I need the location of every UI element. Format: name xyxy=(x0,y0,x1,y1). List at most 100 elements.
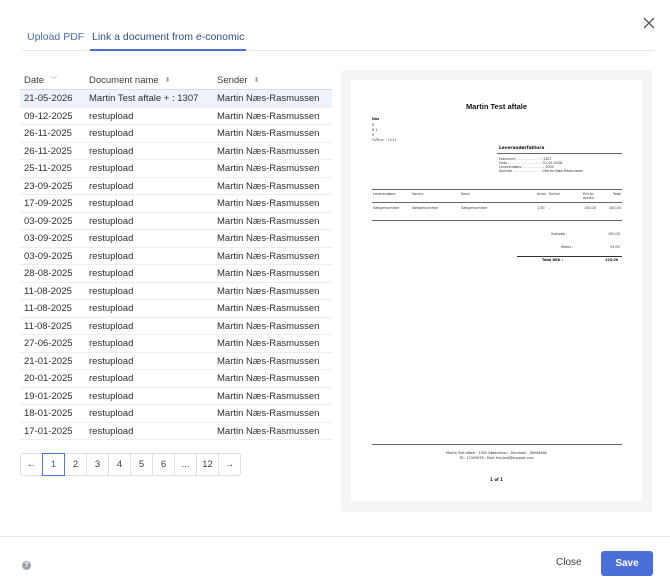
row-document-name: restupload xyxy=(89,390,134,402)
save-button[interactable]: Save xyxy=(601,551,653,576)
column-header-sender[interactable]: Sender ⬍ xyxy=(217,75,260,86)
preview-footer-line: Tlf.: 12345678 - Mail: fea.test@support.… xyxy=(459,456,534,460)
preview-line-header: Pris pr. enhed xyxy=(583,192,595,200)
row-date: 18-01-2025 xyxy=(24,408,73,419)
table-row[interactable]: 03-09-2025 restupload Martin Næs-Rasmussen xyxy=(20,213,332,230)
row-document-name: restupload xyxy=(89,408,134,419)
preview-page-indicator: 1 of 1 xyxy=(490,477,503,482)
page-button-1[interactable]: 1 xyxy=(42,453,65,476)
table-row[interactable]: 23-09-2025 restupload Martin Næs-Rasmussen xyxy=(20,178,332,195)
tab-bar: Upload PDF Link a document from e-conomi… xyxy=(22,26,654,51)
row-sender: Martin Næs-Rasmussen xyxy=(217,425,320,437)
row-sender: Martin Næs-Rasmussen xyxy=(217,198,320,209)
pagination: ← 1 2 3 4 5 6 ... 12 → xyxy=(20,453,241,476)
preview-address-line: Nos xyxy=(372,117,380,121)
row-date: 11-08-2025 xyxy=(24,285,72,297)
document-preview-panel: Martin Test aftale Nos X 6 1 0 CVR-nr. :… xyxy=(341,70,652,512)
page-button-5[interactable]: 5 xyxy=(130,453,153,476)
page-button-6[interactable]: 6 xyxy=(152,453,175,476)
sort-icon: ⬍ xyxy=(253,77,260,84)
table-row[interactable]: 17-09-2025 restupload Martin Næs-Rasmussen xyxy=(20,195,332,213)
table-row[interactable]: 11-08-2025 restupload Martin Næs-Rasmussen xyxy=(20,300,332,318)
help-icon[interactable]: ? xyxy=(22,561,31,570)
dialog-footer: ? Close Save xyxy=(0,536,670,588)
row-sender: Martin Næs-Rasmussen xyxy=(217,338,320,349)
row-date: 23-09-2025 xyxy=(24,180,73,192)
row-sender: Martin Næs-Rasmussen xyxy=(217,110,320,122)
table-row[interactable]: 09-12-2025 restupload Martin Næs-Rasmussen xyxy=(20,108,332,125)
table-row[interactable]: 03-09-2025 restupload Martin Næs-Rasmussen xyxy=(20,230,332,248)
preview-line-cell: - xyxy=(549,206,551,210)
prev-page-button[interactable]: ← xyxy=(20,453,43,476)
preview-divider xyxy=(372,220,622,221)
document-table: Date ﹀ Document name ⬍ Sender ⬍ 21-05-2026 M… xyxy=(20,72,332,440)
preview-address-line: CVR-nr. : 1111 xyxy=(372,138,397,142)
row-sender: Martin Næs-Rasmussen xyxy=(217,390,320,402)
row-document-name: restupload xyxy=(89,250,134,262)
close-button[interactable]: Close xyxy=(550,555,588,570)
preview-meta-line: Leverandørnr. . . . . . . . . . : 1000 xyxy=(499,165,554,169)
table-row[interactable]: 18-01-2025 restupload Martin Næs-Rasmussen xyxy=(20,405,332,423)
table-row[interactable]: 26-11-2025 restupload Martin Næs-Rasmussen xyxy=(20,143,332,160)
table-row[interactable]: 20-01-2025 restupload Martin Næs-Rasmussen xyxy=(20,370,332,388)
preview-title: Martin Test aftale xyxy=(465,102,528,111)
table-row[interactable]: 25-11-2025 restupload Martin Næs-Rasmussen xyxy=(20,160,332,178)
page-button-4[interactable]: 4 xyxy=(108,453,131,476)
preview-line-header: Total xyxy=(613,192,621,196)
row-sender: Martin Næs-Rasmussen xyxy=(217,128,320,139)
row-date: 26-11-2025 xyxy=(24,145,72,157)
row-document-name: restupload xyxy=(89,355,134,367)
row-document-name: restupload xyxy=(89,425,134,437)
row-document-name: restupload xyxy=(89,145,134,157)
preview-footer-line: Martin Test aftale - 1452 København - Da… xyxy=(445,451,548,455)
preview-address-line: X xyxy=(372,123,375,127)
preview-divider xyxy=(517,256,622,257)
preview-vat-label: Moms : xyxy=(561,245,574,249)
preview-line-cell: Sælgernummer xyxy=(461,206,488,210)
preview-line-header: Antal xyxy=(537,192,546,196)
row-sender: Martin Næs-Rasmussen xyxy=(217,303,320,314)
preview-line-header: Leverandørnr. xyxy=(373,192,397,196)
row-sender: Martin Næs-Rasmussen xyxy=(217,268,320,279)
page-button-3[interactable]: 3 xyxy=(86,453,109,476)
preview-divider xyxy=(497,153,622,154)
close-icon[interactable] xyxy=(640,14,658,32)
table-row[interactable]: 11-08-2025 restupload Martin Næs-Rasmussen xyxy=(20,283,332,300)
page-button-2[interactable]: 2 xyxy=(64,453,87,476)
table-row[interactable]: 17-01-2025 restupload Martin Næs-Rasmussen xyxy=(20,423,332,440)
row-sender: Martin Næs-Rasmussen xyxy=(217,250,320,262)
table-row[interactable]: 03-09-2025 restupload Martin Næs-Rasmussen xyxy=(20,248,332,265)
page-button-12[interactable]: 12 xyxy=(196,453,219,476)
row-document-name: restupload xyxy=(89,163,134,174)
preview-line-cell: 1,00 xyxy=(537,206,545,210)
table-row[interactable]: 21-05-2026 Martin Test aftale + : 1307 Mar… xyxy=(20,90,332,108)
row-document-name: restupload xyxy=(89,128,134,139)
row-document-name: restupload xyxy=(89,320,134,332)
table-row[interactable]: 11-08-2025 restupload Martin Næs-Rasmussen xyxy=(20,318,332,335)
table-row[interactable]: 19-01-2025 restupload Martin Næs-Rasmussen xyxy=(20,388,332,405)
preview-line-cell: 100,00 xyxy=(609,206,621,210)
row-document-name: restupload xyxy=(89,285,134,297)
preview-total-label: Total DKK : xyxy=(542,258,564,262)
row-date: 19-01-2025 xyxy=(24,390,73,402)
sort-desc-icon: ﹀ xyxy=(50,77,58,84)
table-row[interactable]: 26-11-2025 restupload Martin Næs-Rasmussen xyxy=(20,125,332,143)
row-sender: Martin Næs-Rasmussen xyxy=(217,320,320,332)
table-row[interactable]: 27-06-2025 restupload Martin Næs-Rasmussen xyxy=(20,335,332,353)
row-date: 17-09-2025 xyxy=(24,198,73,209)
row-document-name: restupload xyxy=(89,215,134,227)
row-date: 21-01-2025 xyxy=(24,355,73,367)
row-date: 11-08-2025 xyxy=(24,320,72,332)
next-page-button[interactable]: → xyxy=(218,453,241,476)
column-header-document-name[interactable]: Document name ⬍ xyxy=(89,75,171,86)
preview-line-header: Varenr. xyxy=(412,192,424,196)
row-date: 27-06-2025 xyxy=(24,338,73,349)
preview-line-cell: Sælgernummer xyxy=(412,206,439,210)
table-row[interactable]: 21-01-2025 restupload Martin Næs-Rasmussen xyxy=(20,353,332,370)
table-row[interactable]: 28-08-2025 restupload Martin Næs-Rasmussen xyxy=(20,265,332,283)
row-sender: Martin Næs-Rasmussen xyxy=(217,355,320,367)
row-sender: Martin Næs-Rasmussen xyxy=(217,215,320,227)
column-header-date[interactable]: Date ﹀ xyxy=(24,75,58,86)
tab-upload-pdf[interactable]: Upload PDF xyxy=(27,31,85,43)
tab-link-document[interactable]: Link a document from e-conomic xyxy=(90,31,247,51)
